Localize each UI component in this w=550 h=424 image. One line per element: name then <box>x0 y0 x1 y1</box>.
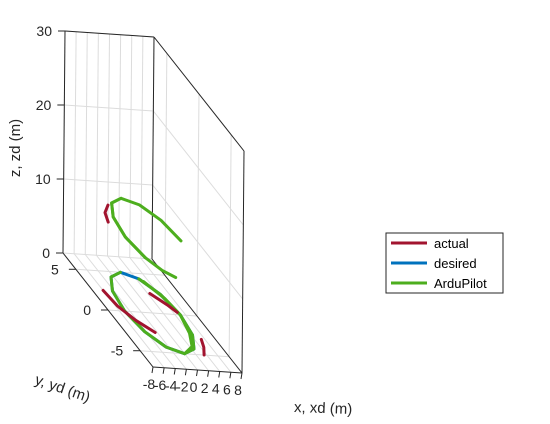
z-tick-label: 20 <box>36 97 52 113</box>
grid-side-y <box>196 93 200 317</box>
grid-back-x <box>73 31 77 254</box>
y-axis-label: y, yd (m) <box>33 371 93 406</box>
z-axis-line <box>62 30 66 254</box>
z-tick-label: 10 <box>35 171 51 187</box>
grid-back-z <box>64 104 154 112</box>
grid-back-x <box>84 32 88 255</box>
box-edge <box>151 258 243 374</box>
legend: actual desired ArduPilot <box>385 232 504 294</box>
grid-back-z <box>63 178 153 186</box>
grid-back-x <box>118 34 122 257</box>
x-tick-mark <box>162 367 165 374</box>
x-tick-label: 0 <box>190 379 198 395</box>
x-tick-mark <box>196 369 198 377</box>
x-tick-mark <box>151 366 154 374</box>
x-tick-mark <box>184 369 187 376</box>
series-actual <box>101 203 206 357</box>
x-tick-label: 4 <box>212 381 220 397</box>
grid-side-z <box>152 184 244 300</box>
x-tick-mark <box>218 371 221 378</box>
grid-back-x <box>129 35 133 258</box>
x-tick-mark <box>229 372 232 379</box>
x-tick-label: -6 <box>154 377 167 393</box>
legend-label-actual: actual <box>434 236 469 251</box>
z-tick-label: 0 <box>42 245 50 261</box>
z-tick-label: 30 <box>36 23 52 39</box>
grid-back-x <box>95 33 99 256</box>
series-line-actual <box>199 337 206 357</box>
x-tick-label: -8 <box>143 376 156 392</box>
x-tick-mark <box>207 370 210 377</box>
y-tick-label: 0 <box>83 302 91 318</box>
series-line-actual <box>103 203 110 224</box>
legend-label-desired: desired <box>434 256 477 271</box>
box-edge <box>241 150 245 374</box>
x-tick-mark <box>173 368 176 375</box>
y-tick-label: -5 <box>111 343 124 359</box>
z-axis-label: z, zd (m) <box>7 119 24 177</box>
x-axis-label: x, xd (m) <box>294 399 353 418</box>
grid-side-z <box>152 110 244 226</box>
series-line-actual <box>101 288 157 334</box>
x-tick-label: 6 <box>223 381 231 397</box>
x-tick-label: -2 <box>176 378 189 394</box>
series-line-ardupilot <box>142 280 194 356</box>
legend-label-ardupilot: ArduPilot <box>434 276 487 291</box>
series-line-ardupilot <box>110 196 183 279</box>
grid-back-x <box>140 36 144 259</box>
box-edge <box>64 30 155 38</box>
box-edge <box>153 36 245 152</box>
box-edge <box>151 36 155 260</box>
series-layer <box>101 196 206 357</box>
x-tick-label: -4 <box>165 378 178 394</box>
grid-side-y <box>164 53 168 276</box>
axes-layer <box>56 30 245 380</box>
x-tick-label: 8 <box>234 382 242 398</box>
x-tick-mark <box>240 372 243 380</box>
grid-side-y <box>228 134 232 357</box>
series-line-actual <box>148 292 179 314</box>
x-tick-label: 2 <box>201 380 209 396</box>
y-tick-label: 5 <box>51 261 59 277</box>
